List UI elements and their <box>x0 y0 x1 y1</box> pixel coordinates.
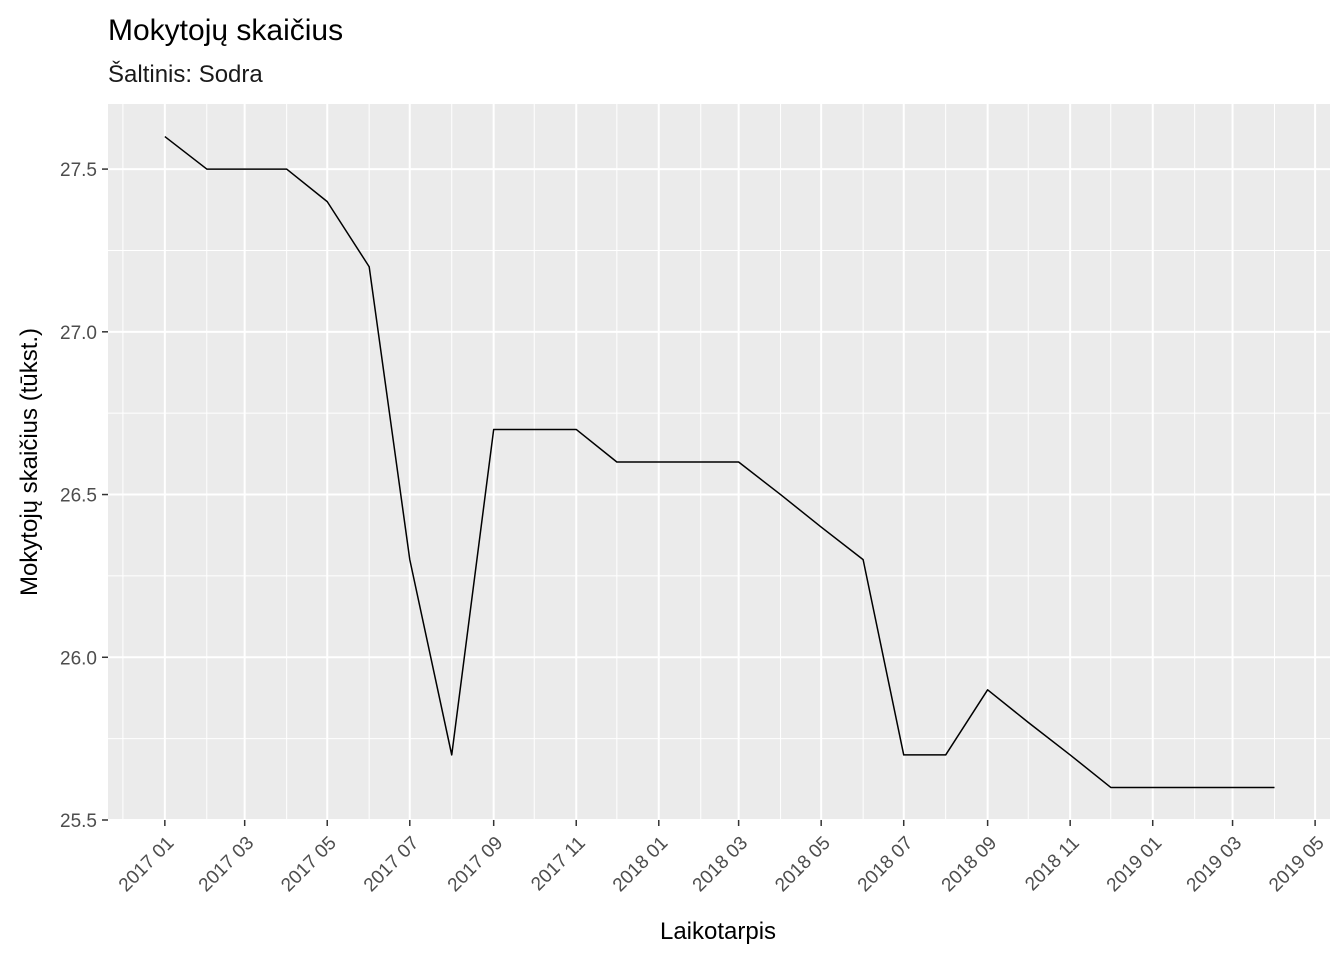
y-tick-label: 27.0 <box>60 323 97 344</box>
y-axis-title: Mokytojų skaičius (tūkst.) <box>16 328 43 596</box>
x-tick-label: 2017 01 <box>115 833 178 896</box>
x-tick-label: 2019 01 <box>1103 833 1166 896</box>
chart-title: Mokytojų skaičius <box>108 14 343 47</box>
y-tick-label: 26.5 <box>60 486 97 507</box>
x-axis: 2017 01 2017 03 2017 05 2017 07 2017 09 2017 … <box>115 820 1329 896</box>
x-tick-label: 2019 03 <box>1183 833 1246 896</box>
x-tick-label: 2017 03 <box>195 833 258 896</box>
x-tick-label: 2018 11 <box>1021 833 1083 895</box>
x-tick-label: 2017 07 <box>360 833 423 896</box>
y-axis: 25.5 26.0 26.5 27.0 27.5 <box>60 160 108 832</box>
major-gridlines <box>108 104 1330 821</box>
x-tick-label: 2018 09 <box>938 833 1001 896</box>
x-tick-label: 2018 01 <box>609 833 672 896</box>
series-line <box>164 135 1275 789</box>
x-tick-label: 2018 07 <box>854 833 917 896</box>
chart-subtitle: Šaltinis: Sodra <box>108 60 263 88</box>
x-axis-title: Laikotarpis <box>660 918 776 945</box>
x-tick-label: 2017 11 <box>527 833 589 895</box>
x-tick-label: 2018 03 <box>689 833 752 896</box>
x-tick-label: 2017 05 <box>277 833 340 896</box>
x-tick-label: 2017 09 <box>444 833 507 896</box>
x-tick-label: 2018 05 <box>771 833 834 896</box>
y-tick-label: 25.5 <box>60 811 97 832</box>
x-tick-label: 2019 05 <box>1265 833 1328 896</box>
y-tick-label: 26.0 <box>60 648 97 669</box>
series-layer <box>164 135 1275 789</box>
y-tick-label: 27.5 <box>60 160 97 181</box>
